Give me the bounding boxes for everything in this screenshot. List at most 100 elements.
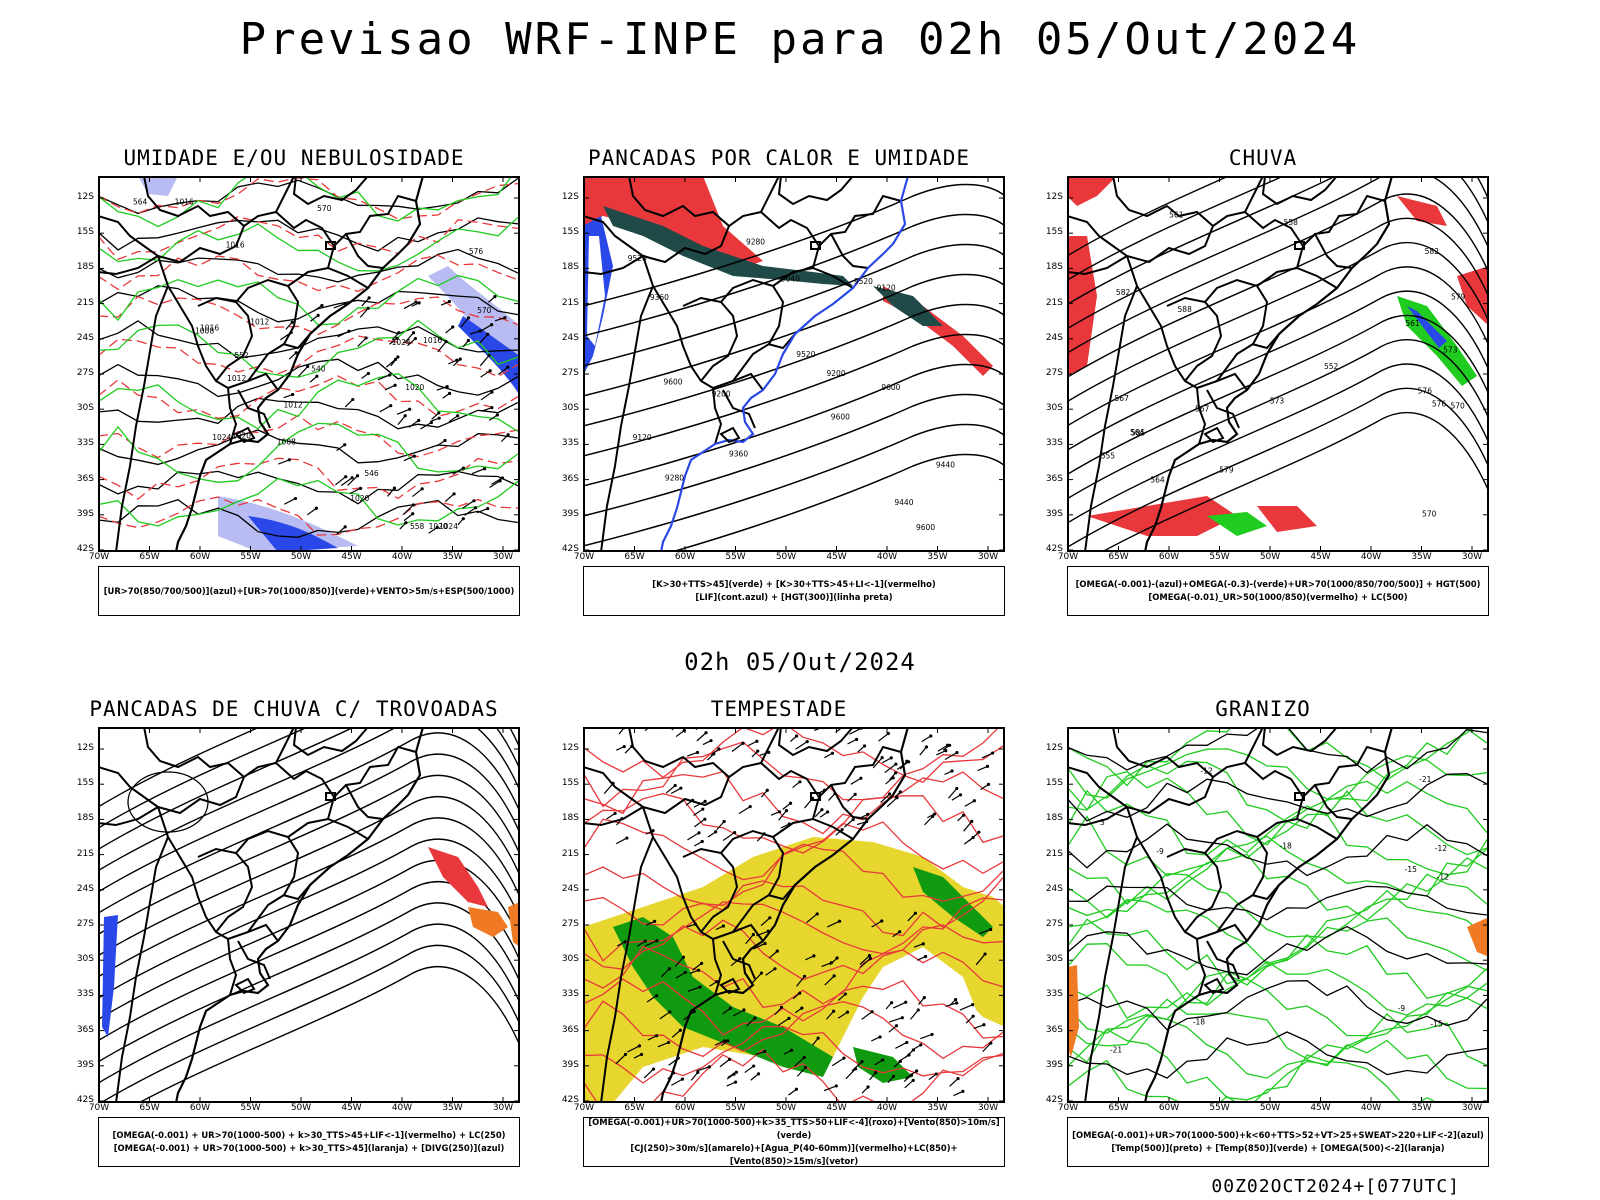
lake-marker bbox=[1294, 241, 1305, 250]
wind-vector bbox=[497, 365, 510, 375]
lat-tick-label: 24S bbox=[561, 883, 579, 894]
contour-label: 558 bbox=[410, 522, 425, 531]
rain-area bbox=[1067, 236, 1097, 376]
contour-line bbox=[1067, 770, 1488, 846]
streamline bbox=[98, 727, 520, 872]
height-contour bbox=[583, 423, 1005, 547]
lon-tick-label: 35W bbox=[442, 1103, 463, 1113]
lat-tick-label: 18S bbox=[561, 262, 579, 273]
lat-tick-label: 12S bbox=[1045, 192, 1063, 202]
contour-label: 1016 bbox=[423, 336, 442, 345]
legend-line: [OMEGA(-0.001)+UR>70(1000-500)+k<60+TTS>… bbox=[1072, 1130, 1484, 1140]
contour-line bbox=[98, 335, 519, 378]
wind-vector bbox=[888, 1024, 899, 1033]
country-border bbox=[1084, 285, 1138, 552]
contour-label: 9600 bbox=[663, 378, 682, 387]
country-border bbox=[830, 784, 869, 820]
lat-tick-label: 27S bbox=[1045, 368, 1063, 378]
wind-vector bbox=[751, 749, 760, 758]
country-border bbox=[345, 233, 384, 269]
humidity-area bbox=[248, 516, 338, 552]
wind-vector bbox=[436, 438, 447, 447]
lat-tick-label: 30S bbox=[561, 954, 579, 965]
country-border bbox=[115, 836, 169, 1103]
country-border bbox=[628, 176, 730, 227]
contour-label: 1024 bbox=[392, 338, 411, 347]
legend-line: [Temp(500)](preto) + [Temp(850)](verde) … bbox=[1111, 1143, 1445, 1153]
lon-axis: 70W 65W 60W 55W 50W 45W 40W 35W 30W bbox=[574, 552, 1005, 566]
wind-vector bbox=[751, 971, 764, 984]
wind-vector bbox=[396, 407, 412, 415]
country-border bbox=[600, 285, 654, 552]
wind-vector bbox=[928, 1072, 938, 1081]
map-canvas: 9600 9600 9600 9520 9440 9360 9280 9200 9120 9040… bbox=[583, 176, 1005, 552]
contour-label: 1012 bbox=[284, 401, 303, 410]
wind-vector bbox=[948, 786, 959, 799]
contour-line bbox=[98, 477, 519, 527]
map-canvas: 588 585 582 579 576 573 570 567 564 561 558 555 552 5… bbox=[1067, 176, 1489, 552]
country-border bbox=[98, 766, 159, 808]
panel-legend: [OMEGA(-0.001)-(azul)+OMEGA(-0.3)-(verde… bbox=[1067, 566, 1489, 616]
lon-tick-label: 30W bbox=[977, 552, 999, 562]
height-contour bbox=[583, 213, 1005, 337]
lat-tick-label: 21S bbox=[561, 297, 579, 308]
wind-vector bbox=[979, 927, 993, 935]
map-plot[interactable]: 588 585 582 579 576 573 570 567 564 561 558 555 552 5… bbox=[1067, 176, 1489, 552]
contour-line bbox=[98, 254, 519, 293]
country-border bbox=[143, 176, 245, 227]
contour-label: 9440 bbox=[936, 461, 955, 470]
wind-vector bbox=[674, 955, 686, 968]
wind-vector bbox=[487, 295, 497, 303]
lat-tick-label: 42S bbox=[561, 1095, 579, 1105]
wind-vector bbox=[957, 813, 966, 822]
wind-vector bbox=[692, 961, 704, 971]
streamline bbox=[1100, 411, 1489, 552]
wind-vector bbox=[448, 414, 460, 423]
contour-label: 9360 bbox=[650, 293, 669, 302]
country-border bbox=[583, 215, 644, 257]
wind-vector bbox=[738, 804, 752, 814]
wind-vector bbox=[796, 1065, 808, 1077]
omega-area bbox=[1067, 965, 1079, 1057]
lat-tick-label: 15S bbox=[561, 778, 579, 789]
contour-line bbox=[98, 414, 519, 459]
lat-tick-label: 21S bbox=[1045, 848, 1063, 859]
wind-vector bbox=[660, 967, 672, 978]
panel-title: PANCADAS DE CHUVA C/ TROVOADAS bbox=[89, 697, 499, 721]
lon-tick-label: 70W bbox=[1057, 1103, 1079, 1113]
map-plot[interactable]: 9600 9600 9600 9520 9440 9360 9280 9200 9120 9040… bbox=[583, 176, 1005, 552]
contour-line bbox=[1067, 813, 1488, 877]
wind-vector bbox=[403, 512, 415, 522]
panel-title: PANCADAS POR CALOR E UMIDADE bbox=[587, 146, 970, 170]
map-plot[interactable]: -9 -12 -15 -18 -21 -12 -15 -18 -21 -9 -12 3 bbox=[1067, 727, 1489, 1103]
lat-tick-label: 33S bbox=[1045, 438, 1063, 449]
wind-vector bbox=[804, 796, 815, 809]
coastline bbox=[174, 176, 425, 552]
contour-line bbox=[1067, 1031, 1488, 1079]
country-border bbox=[1112, 176, 1214, 227]
contour-label: 9600 bbox=[831, 413, 850, 422]
lat-tick-label: 36S bbox=[1045, 1024, 1063, 1035]
streamline bbox=[98, 727, 520, 808]
lon-tick-label: 70W bbox=[1057, 552, 1079, 562]
wind-vector bbox=[633, 1052, 644, 1059]
lon-tick-label: 40W bbox=[391, 552, 413, 562]
wind-vector bbox=[387, 486, 397, 497]
panel-legend: [OMEGA(-0.001)+UR>70(1000-500)+k<60+TTS>… bbox=[1067, 1117, 1489, 1167]
lat-tick-label: 27S bbox=[1045, 919, 1063, 929]
contour-label: 9600 bbox=[881, 383, 900, 392]
wind-vector bbox=[920, 1032, 934, 1040]
contour-label: 552 bbox=[234, 351, 249, 360]
streamline bbox=[1067, 363, 1489, 524]
country-border bbox=[812, 745, 902, 820]
contour-label: 1020 bbox=[429, 522, 448, 531]
lat-tick-label: 24S bbox=[1045, 883, 1063, 894]
wind-vector bbox=[403, 300, 418, 310]
map-plot[interactable]: 1012 1008 1016 1020 1024 1016 1008 1012 1020 1024… bbox=[98, 176, 520, 552]
wind-vector bbox=[795, 739, 809, 750]
contour-line bbox=[1067, 727, 1475, 787]
contour-line bbox=[98, 248, 519, 283]
map-plot[interactable] bbox=[583, 727, 1005, 1103]
wind-vector bbox=[959, 1003, 975, 1011]
map-plot[interactable] bbox=[98, 727, 520, 1103]
